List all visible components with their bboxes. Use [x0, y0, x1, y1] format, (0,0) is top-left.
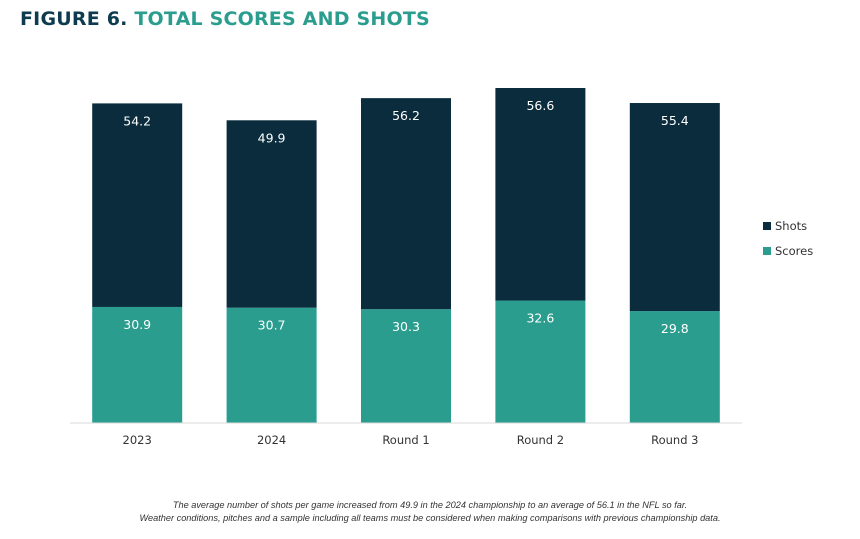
bar-shots-1 — [226, 120, 317, 308]
bar-shots-4 — [629, 103, 720, 312]
chart-title-text: TOTAL SCORES AND SHOTS — [134, 8, 430, 30]
figure-label: FIGURE 6. — [20, 8, 128, 30]
legend-label-scores: Scores — [775, 244, 813, 258]
bar-scores-0 — [92, 306, 183, 423]
x-tick-label-4: Round 3 — [651, 433, 698, 447]
bar-scores-1 — [226, 307, 317, 423]
data-label-scores-3: 32.6 — [526, 311, 554, 326]
chart-title: FIGURE 6. TOTAL SCORES AND SHOTS — [20, 8, 430, 30]
legend-swatch-shots — [763, 222, 771, 230]
data-label-shots-0: 54.2 — [123, 113, 151, 128]
legend-swatch-scores — [763, 247, 771, 255]
data-label-shots-2: 56.2 — [392, 108, 420, 123]
figure-caption: The average number of shots per game inc… — [0, 499, 860, 525]
bar-shots-0 — [92, 103, 183, 307]
caption-line-1: The average number of shots per game inc… — [172, 500, 688, 510]
x-tick-label-3: Round 2 — [517, 433, 564, 447]
bar-scores-2 — [361, 309, 451, 423]
x-tick-label-0: 2023 — [123, 433, 152, 447]
data-label-shots-4: 55.4 — [661, 113, 689, 128]
x-tick-label-2: Round 1 — [382, 433, 429, 447]
legend-label-shots: Shots — [775, 219, 807, 233]
data-label-scores-0: 30.9 — [123, 317, 151, 332]
data-label-shots-3: 56.6 — [526, 98, 554, 113]
bar-shots-2 — [361, 98, 451, 310]
bar-shots-3 — [495, 88, 586, 301]
bar-scores-4 — [629, 311, 720, 423]
bar-scores-3 — [495, 300, 586, 423]
data-label-scores-4: 29.8 — [661, 321, 689, 336]
data-label-scores-1: 30.7 — [258, 318, 286, 333]
data-label-scores-2: 30.3 — [392, 319, 420, 334]
x-tick-label-1: 2024 — [257, 433, 286, 447]
caption-line-2: Weather conditions, pitches and a sample… — [139, 513, 721, 523]
data-label-shots-1: 49.9 — [258, 130, 286, 145]
